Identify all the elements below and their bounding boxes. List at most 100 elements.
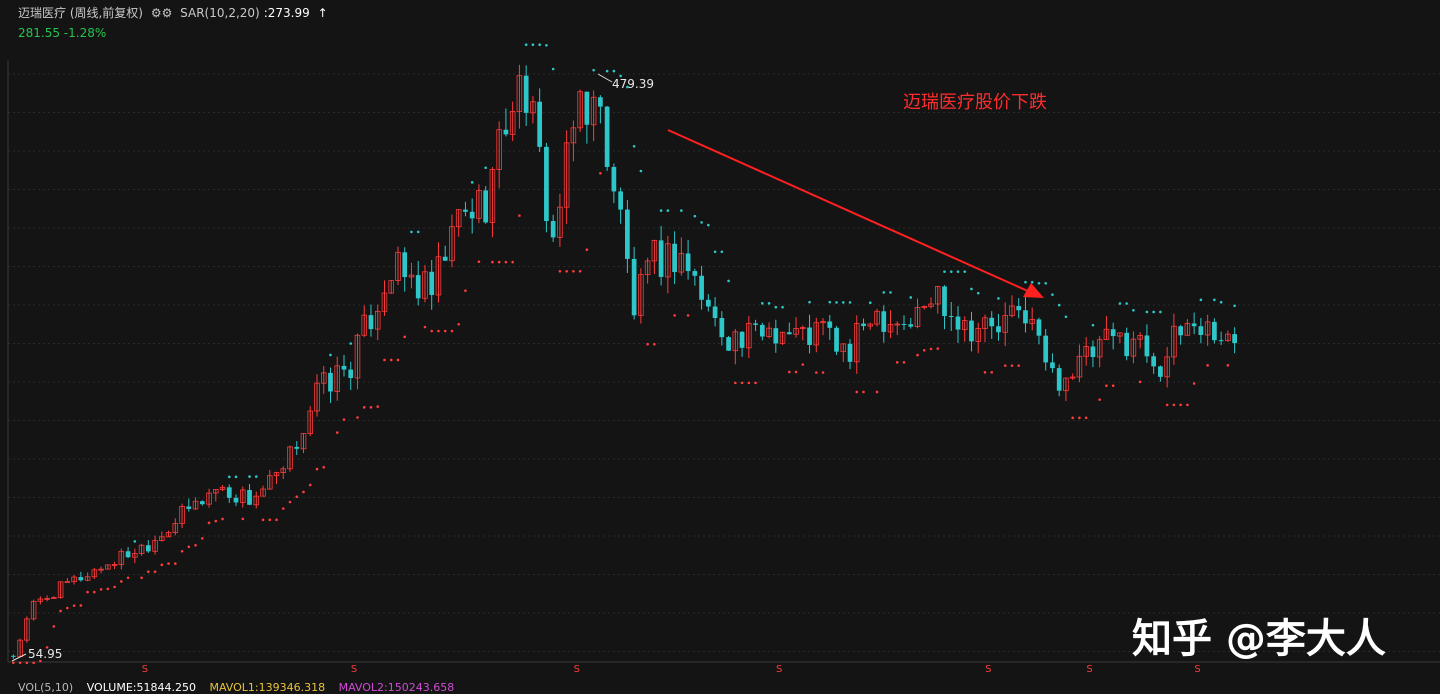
candle-body — [753, 323, 758, 325]
mavol2-value: MAVOL2:150243.658 — [338, 681, 455, 694]
sar-dot — [1233, 304, 1236, 308]
candle-body — [503, 129, 509, 135]
candle-body — [726, 337, 731, 351]
candle-body — [638, 274, 644, 316]
candle-body — [267, 475, 273, 490]
candle-body — [159, 536, 165, 541]
sar-dot — [895, 361, 899, 364]
sar-dot — [949, 270, 953, 273]
candle-body — [786, 332, 792, 335]
candle-body — [341, 365, 347, 370]
gear-icon[interactable]: ⚙⚙ — [150, 6, 173, 20]
candle-body — [145, 545, 151, 552]
sar-dot — [545, 43, 548, 47]
candle-body — [550, 221, 556, 238]
sar-dot — [990, 371, 994, 374]
sar-dot — [619, 74, 622, 78]
sar-dot — [113, 585, 116, 589]
trend-arrow-icon: ↑ — [317, 6, 328, 20]
sar-dot — [632, 145, 636, 148]
candle-body — [408, 274, 415, 278]
sar-dot — [221, 517, 224, 521]
sar-dot — [1118, 302, 1122, 305]
sar-dot — [234, 475, 238, 479]
dividend-marker: S — [142, 664, 148, 675]
candle-body — [253, 495, 260, 506]
sar-dot — [1057, 303, 1061, 307]
candle-body — [854, 323, 860, 363]
sar-dot — [1192, 382, 1196, 385]
sar-dot — [227, 475, 231, 479]
candle-body — [172, 523, 179, 534]
candle-body — [455, 209, 462, 228]
sar-dot — [389, 358, 393, 362]
sar-dot — [18, 661, 22, 665]
sar-dot — [997, 297, 1000, 300]
sar-dot — [153, 570, 157, 574]
sar-dot — [1172, 403, 1176, 407]
indicator-name: SAR(10,2,20) — [180, 6, 260, 20]
sar-dot — [902, 361, 906, 364]
sar-dot — [848, 301, 852, 304]
sar-dot — [585, 248, 589, 251]
sar-dot — [916, 353, 919, 357]
candle-body — [1002, 315, 1008, 333]
sar-dot — [194, 543, 197, 547]
sar-dot — [1098, 398, 1101, 401]
candle-body — [934, 286, 941, 305]
sar-dot — [403, 335, 407, 339]
sar-dot — [1010, 364, 1014, 367]
candle-body — [901, 323, 907, 325]
candle-body — [1076, 355, 1083, 378]
candle-body — [961, 320, 968, 330]
indicator-value: :273.99 — [263, 6, 310, 20]
sar-dot — [497, 260, 501, 264]
candle-body — [125, 551, 131, 558]
candle-body — [1110, 329, 1116, 337]
sar-dot — [1226, 364, 1230, 367]
candle-body — [563, 142, 570, 208]
sar-dot — [653, 342, 656, 346]
candle-body — [894, 323, 901, 326]
candle-body — [1023, 310, 1028, 324]
candle-body — [71, 576, 77, 583]
candle-body — [374, 310, 381, 330]
candle-body — [867, 323, 874, 327]
candle-body — [1225, 333, 1231, 342]
candle-body — [1009, 305, 1015, 316]
candle-body — [1137, 335, 1143, 340]
sar-dot — [464, 289, 467, 292]
candle-body — [84, 576, 91, 581]
sar-dot — [25, 661, 29, 665]
candle-body — [307, 410, 314, 434]
sar-dot — [261, 518, 265, 522]
candle-body — [779, 331, 786, 344]
sar-dot — [518, 214, 521, 217]
sar-dot — [700, 221, 703, 224]
candle-body — [449, 226, 455, 262]
sar-dot — [1024, 280, 1027, 284]
sar-dot — [1044, 281, 1048, 285]
dividend-marker: S — [574, 664, 580, 675]
candle-body — [152, 540, 158, 552]
sar-dot — [275, 518, 278, 522]
sar-dot — [976, 291, 980, 295]
candle-body — [1178, 326, 1184, 336]
sar-dot — [734, 381, 737, 385]
candle-body — [57, 581, 64, 598]
candle-body — [388, 280, 394, 294]
candle-body — [435, 256, 442, 296]
sar-dot — [457, 322, 460, 326]
candle-body — [334, 365, 341, 392]
sar-dot — [39, 659, 42, 663]
sar-dot — [1159, 310, 1162, 314]
candle-body — [982, 317, 988, 329]
candle-body — [942, 286, 947, 317]
candle-body — [611, 166, 617, 192]
candle-body — [618, 191, 623, 210]
sar-dot — [922, 348, 926, 352]
sar-dot — [841, 301, 845, 304]
sar-dot — [376, 405, 380, 408]
